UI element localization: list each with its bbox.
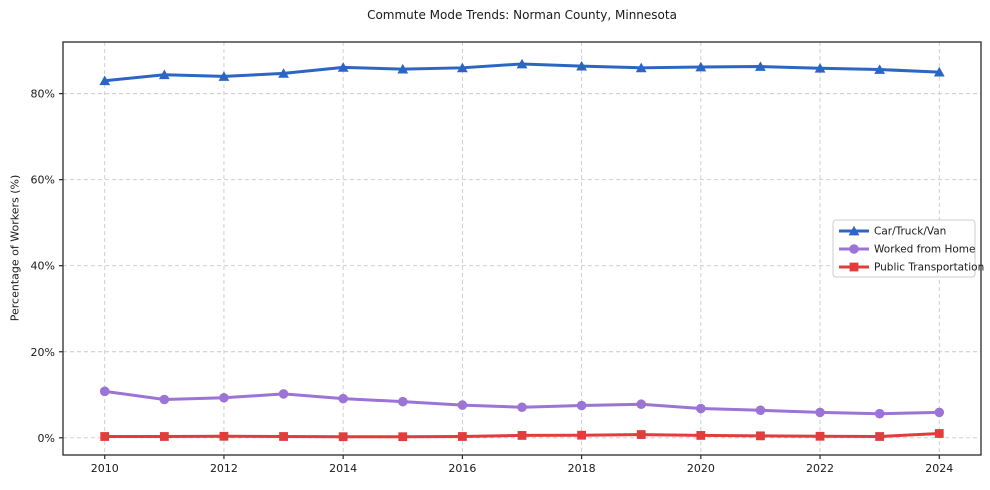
chart-title: Commute Mode Trends: Norman County, Minn… <box>367 8 677 22</box>
data-point-marker <box>159 432 169 441</box>
data-point-marker <box>874 408 885 419</box>
legend-label: Worked from Home <box>874 244 975 256</box>
data-point-marker <box>219 431 229 441</box>
data-point-marker <box>815 431 825 441</box>
data-point-marker <box>875 432 885 441</box>
data-point-marker <box>338 432 348 442</box>
x-tick-label: 2018 <box>568 462 596 475</box>
x-tick-label: 2010 <box>91 462 119 475</box>
data-point-marker <box>695 61 707 72</box>
data-point-marker <box>337 62 349 72</box>
series-triangle <box>99 58 945 86</box>
data-point-marker <box>815 407 825 418</box>
legend-box <box>832 219 976 278</box>
data-point-marker <box>934 407 945 418</box>
data-point-marker <box>636 399 647 410</box>
legend: Car/Truck/Van Worked from Home Public Tran… <box>832 219 984 278</box>
y-tick-label: 60% <box>31 174 55 187</box>
x-tick-label: 2014 <box>329 462 357 475</box>
data-point-marker <box>517 402 527 413</box>
data-point-marker <box>338 393 348 404</box>
data-point-marker <box>636 430 646 439</box>
x-tick-label: 2024 <box>925 462 953 475</box>
data-point-marker <box>577 430 587 440</box>
data-point-marker <box>933 66 945 77</box>
data-point-marker <box>849 244 859 254</box>
y-tick-label: 40% <box>31 260 55 273</box>
data-point-marker <box>218 71 230 81</box>
data-point-marker <box>696 431 706 440</box>
data-point-marker <box>517 431 527 440</box>
y-axis-label: Percentage of Workers (%) <box>8 174 22 322</box>
data-point-marker <box>279 432 288 441</box>
data-point-marker <box>398 432 408 442</box>
data-point-marker <box>848 225 860 236</box>
legend-label: Public Transportation <box>874 262 984 274</box>
data-point-marker <box>100 432 110 441</box>
data-point-marker <box>576 60 588 71</box>
data-point-marker <box>576 400 587 411</box>
data-point-marker <box>456 62 468 73</box>
data-point-marker <box>159 394 170 405</box>
x-tick-label: 2022 <box>806 462 834 475</box>
data-point-marker <box>457 400 468 410</box>
data-point-marker <box>397 63 409 74</box>
y-tick-label: 80% <box>31 88 55 101</box>
axis-border <box>62 41 982 456</box>
y-tick-label: 20% <box>31 346 55 359</box>
data-point-marker <box>278 68 289 78</box>
data-point-marker <box>755 405 766 416</box>
series-square <box>100 429 944 442</box>
data-point-marker <box>278 389 289 399</box>
series-circle <box>99 386 945 419</box>
data-point-marker <box>158 69 170 80</box>
data-point-marker <box>934 429 944 438</box>
data-point-marker <box>99 386 110 397</box>
x-tick-label: 2020 <box>687 462 715 475</box>
data-point-marker <box>99 75 111 86</box>
data-point-marker <box>457 432 467 441</box>
data-point-marker <box>696 403 706 414</box>
data-point-marker <box>814 63 826 73</box>
data-point-marker <box>756 431 765 441</box>
data-point-marker <box>849 262 859 272</box>
legend-label: Car/Truck/Van <box>874 226 946 238</box>
data-point-marker <box>397 396 408 407</box>
x-tick-label: 2012 <box>210 462 238 475</box>
data-point-marker <box>874 64 886 74</box>
data-point-marker <box>219 392 229 403</box>
x-tick-label: 2016 <box>448 462 476 475</box>
y-tick-label: 0% <box>38 432 55 445</box>
data-point-marker <box>635 62 647 73</box>
data-point-marker <box>755 61 766 71</box>
data-point-marker <box>516 58 528 69</box>
